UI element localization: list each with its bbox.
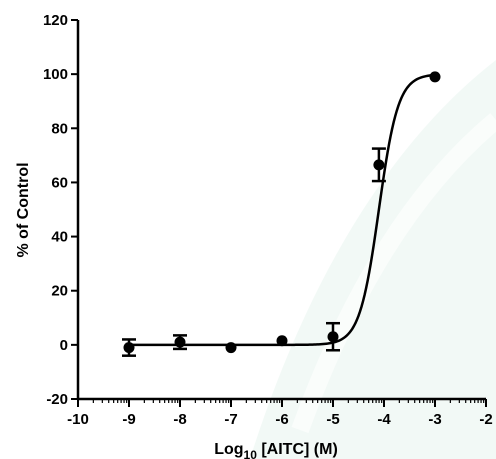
x-tick-label: -9 [122,411,135,428]
x-tick-label: -10 [67,411,89,428]
y-tick-label: 80 [51,120,68,137]
y-tick-label: 100 [43,66,68,83]
x-tick-label: -2 [479,411,492,428]
x-axis-title-subscript: 10 [244,448,258,459]
x-axis-title: Log10 [AITC] (M) [214,441,338,459]
data-point [123,342,135,354]
y-tick-label: 40 [51,229,68,246]
data-point [276,335,288,347]
y-tick-label: 20 [51,283,68,300]
x-tick-label: -3 [428,411,441,428]
data-point [327,331,339,343]
x-axis-title-prefix: Log [214,441,243,458]
x-tick-label: -7 [224,411,237,428]
x-tick-label: -8 [173,411,186,428]
x-axis-title-suffix: [AITC] (M) [257,441,338,458]
leaf-watermark-icon [250,60,496,459]
y-tick-label: 0 [60,337,68,354]
watermark-leaf-vein [291,113,496,434]
y-tick-label: 120 [43,12,68,29]
y-tick-label: 60 [51,174,68,191]
x-tick-label: -5 [326,411,339,428]
data-point [373,159,385,171]
data-point [429,71,441,83]
y-tick-label: -20 [46,391,68,408]
axes: -20 0 20 40 60 80 100 120 -10 -9 -8 -7 -6 -5 -4 -3 -2 [43,12,493,428]
data-points-layer [122,71,441,357]
y-axis-title: % of Control [15,162,32,257]
x-tick-label: -6 [275,411,288,428]
data-point [174,336,186,348]
data-point [225,342,237,354]
x-tick-label: -4 [377,411,391,428]
